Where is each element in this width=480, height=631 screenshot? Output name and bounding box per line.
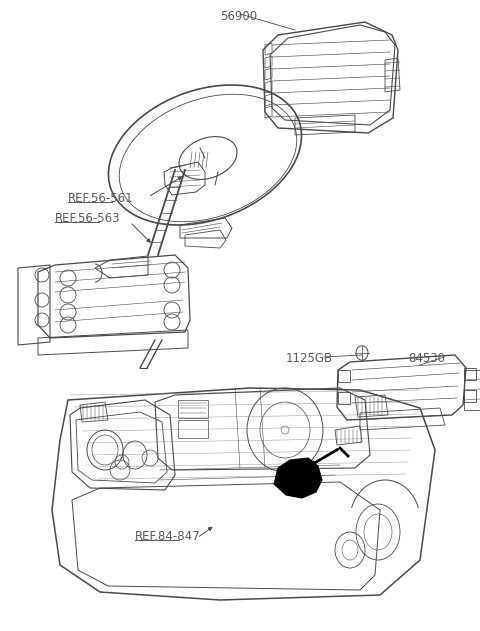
Text: 84530: 84530 — [408, 352, 445, 365]
Text: REF.84-847: REF.84-847 — [135, 530, 201, 543]
Bar — [338, 370, 350, 382]
Polygon shape — [274, 458, 322, 498]
Text: REF.56-563: REF.56-563 — [55, 212, 120, 225]
Bar — [464, 390, 476, 402]
Bar — [338, 392, 350, 404]
Text: REF.56-561: REF.56-561 — [68, 192, 133, 205]
Text: 56900: 56900 — [220, 10, 257, 23]
Bar — [178, 400, 208, 418]
Bar — [464, 368, 476, 380]
Text: 1125GB: 1125GB — [286, 352, 333, 365]
Bar — [178, 420, 208, 438]
